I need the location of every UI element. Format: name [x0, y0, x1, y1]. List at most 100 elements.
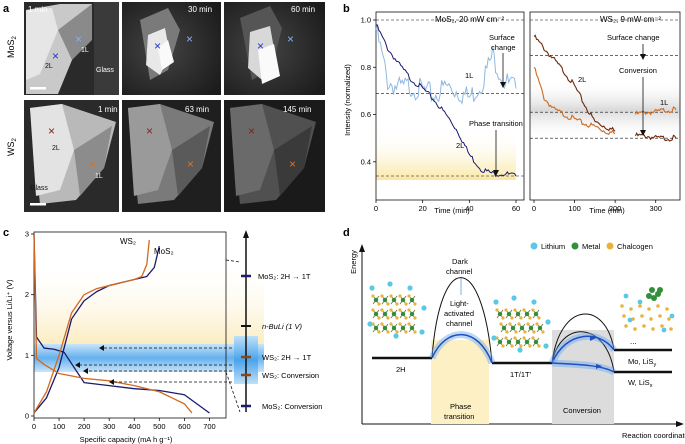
c-arrowhead-1 [99, 345, 104, 351]
panel-b: b Intensity (normalized) 0 20 40 60 1.0 0.8 0.… [343, 3, 681, 215]
c-scale-connectors [225, 259, 241, 413]
c-xtick-label-6: 600 [178, 422, 191, 431]
metal-atom [373, 311, 379, 317]
d-ylabel: Energy [349, 250, 358, 274]
lithium-atom [407, 285, 413, 291]
b-left-surface-2: change [491, 43, 516, 52]
chalcogen-atom [499, 322, 503, 326]
b-right-xtick-label-0: 0 [532, 204, 536, 213]
b-right-xtick-label-3: 300 [649, 204, 662, 213]
chalcogen-atom [407, 294, 411, 298]
panel-b-ylabel: Intensity (normalized) [343, 64, 352, 136]
lithium-atom [543, 343, 549, 349]
chalcogen-chain-atom [624, 324, 628, 328]
c-arrowhead-4 [83, 368, 88, 374]
metal-atom [506, 311, 512, 317]
lithium-atom [511, 295, 517, 301]
chalcogen-atom [513, 336, 517, 340]
micrograph-ws2-145min: 145 min × × [224, 100, 325, 212]
chalcogen-chain-atom [629, 307, 633, 311]
b-right-series-0 [533, 34, 616, 132]
chalcogen-atom [528, 344, 532, 348]
d-phase-1: Phase [450, 402, 471, 411]
chalcogen-atom [380, 294, 384, 298]
d-conv-dark-arc [551, 313, 615, 364]
b-right-reference-lines [530, 19, 680, 139]
chalcogen-atom [395, 302, 399, 306]
chalcogen-atom [407, 308, 411, 312]
chalcogen-icon [606, 242, 614, 250]
d-legend-chalcogen: Chalcogen [617, 242, 653, 251]
b-left-series-1 [375, 24, 517, 177]
marker-x-lightblue-2: × [186, 32, 193, 46]
metal-atom [409, 325, 415, 331]
d-y-arrowhead [359, 244, 365, 252]
lithium-atom [367, 321, 373, 327]
chalcogen-chain-atom [649, 317, 653, 321]
chalcogen-atom [510, 316, 514, 320]
c-xlabel: Specific capacity (mA h g⁻¹) [80, 435, 173, 444]
lithium-icon [530, 242, 538, 250]
chalcogen-chain-atom [660, 324, 664, 328]
d-light-2: activated [444, 309, 474, 318]
chalcogen-atom [386, 330, 390, 334]
lithium-atom [531, 299, 537, 305]
chalcogen-atom [535, 322, 539, 326]
c-scale-label-0: MoS₂: 2H → 1T [258, 272, 311, 281]
b-left-ytick-label-2: 0.6 [361, 110, 371, 119]
c-xtick-label-2: 200 [78, 422, 91, 431]
lithium-atom [669, 313, 675, 319]
chalcogen-atom [504, 336, 508, 340]
micrograph-mos2-1min: 1 min Glass 1L 2L × × [24, 2, 119, 95]
c-xtick-label-0: 0 [32, 422, 36, 431]
d-light-1: Light- [450, 299, 469, 308]
b-right-series-1 [533, 66, 616, 136]
metal-cluster-atom [657, 287, 663, 293]
mos2-1l-label: 1L [81, 47, 89, 54]
chalcogen-atom [380, 308, 384, 312]
panel-a-letter: a [3, 3, 10, 15]
b-left-xtick-label-3: 60 [512, 204, 520, 213]
b-left-ytick-label-1: 0.8 [361, 63, 371, 72]
chalcogen-atom [514, 330, 518, 334]
c-xtick-label-7: 700 [203, 422, 216, 431]
c-ytick-label-2: 2 [25, 290, 29, 299]
chalcogen-atom [407, 322, 411, 326]
d-conversion-bg [552, 330, 614, 424]
chalcogen-atom [531, 336, 535, 340]
chalcogen-chain-atom [640, 314, 644, 318]
metal-atom [501, 325, 507, 331]
metal-atom [497, 311, 503, 317]
chalcogen-chain-atom [667, 317, 671, 321]
b-left-xlabel: Time (min) [434, 206, 470, 215]
chalcogen-atom [413, 330, 417, 334]
metal-atom [515, 311, 521, 317]
mos2-glass-label: Glass [96, 67, 114, 74]
metal-atom [400, 297, 406, 303]
panel-b-letter: b [343, 3, 350, 15]
chalcogen-atom [519, 344, 523, 348]
micrograph-ws2-1min: 1 min Glass 2L 1L × × [24, 100, 119, 212]
chalcogen-atom [404, 330, 408, 334]
c-scale-label-4: MoS₂: Conversion [262, 402, 322, 411]
metal-atom [400, 325, 406, 331]
lithium-atom [661, 327, 667, 333]
chalcogen-atom [398, 294, 402, 298]
d-x-arrowhead [676, 421, 684, 427]
chalcogen-atom [371, 308, 375, 312]
d-conversion: Conversion [563, 406, 601, 415]
chalcogen-atom [386, 302, 390, 306]
chalcogen-atom [517, 322, 521, 326]
panel-a: a MoS2 1 min Glass 1L 2L × × 30 min × × [3, 2, 325, 212]
d-conv-light-2 [551, 362, 615, 373]
c-xtick-label-1: 100 [53, 422, 66, 431]
panel-c-letter: c [3, 227, 9, 239]
b-left-2l-label: 2L [456, 141, 464, 150]
c-arrowhead-2 [75, 362, 80, 368]
chalcogen-chain-atom [651, 327, 655, 331]
chalcogen-chain-atom [622, 314, 626, 318]
c-scale-label-2: WS₂: 2H → 1T [262, 353, 312, 362]
d-xlabel: Reaction coordinate [622, 431, 685, 440]
marker-x-orange: × [89, 157, 96, 171]
metal-atom [524, 339, 530, 345]
